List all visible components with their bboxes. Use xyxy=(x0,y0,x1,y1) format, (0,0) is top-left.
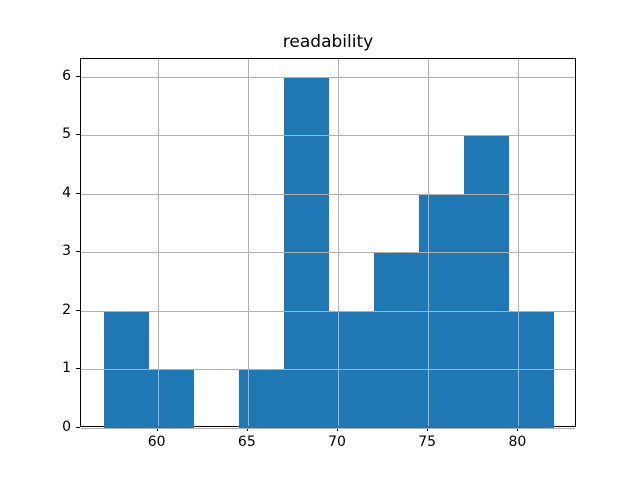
y-tick-mark xyxy=(76,134,80,135)
y-tick-mark xyxy=(76,427,80,428)
chart-title: readability xyxy=(282,32,374,52)
x-gridline xyxy=(248,59,249,426)
histogram-bar xyxy=(238,369,284,428)
x-tick-label: 75 xyxy=(418,434,437,450)
y-tick-label: 6 xyxy=(62,67,71,84)
x-gridline xyxy=(158,59,159,426)
y-tick-label: 1 xyxy=(62,360,71,377)
x-tick-mark xyxy=(157,427,158,431)
histogram-bar xyxy=(464,135,510,428)
y-gridline xyxy=(81,252,575,253)
y-tick-label: 3 xyxy=(62,243,71,260)
x-tick-mark xyxy=(427,427,428,431)
y-gridline xyxy=(81,428,575,429)
histogram-bar xyxy=(419,193,465,428)
y-tick-label: 4 xyxy=(62,184,71,201)
x-tick-mark xyxy=(337,427,338,431)
y-gridline xyxy=(81,77,575,78)
x-gridline xyxy=(428,59,429,426)
x-tick-label: 70 xyxy=(328,434,346,450)
y-tick-mark xyxy=(76,251,80,252)
y-tick-mark xyxy=(76,76,80,77)
x-tick-mark xyxy=(517,427,518,431)
x-tick-mark xyxy=(247,427,248,431)
x-tick-label: 65 xyxy=(237,434,256,450)
y-tick-mark xyxy=(76,368,80,369)
y-tick-label: 0 xyxy=(62,419,71,435)
plot-area xyxy=(80,58,576,429)
histogram-bar xyxy=(374,252,420,428)
x-tick-label: 80 xyxy=(508,434,527,450)
x-gridline xyxy=(518,59,519,426)
y-gridline xyxy=(81,135,575,136)
y-gridline xyxy=(81,369,575,370)
y-gridline xyxy=(81,194,575,195)
x-tick-label: 60 xyxy=(147,434,166,450)
y-gridline xyxy=(81,311,575,312)
x-gridline xyxy=(338,59,339,426)
y-tick-mark xyxy=(76,310,80,311)
histogram-bar xyxy=(148,369,194,428)
y-tick-mark xyxy=(76,193,80,194)
y-tick-label: 5 xyxy=(62,126,71,143)
y-tick-label: 2 xyxy=(62,301,71,318)
